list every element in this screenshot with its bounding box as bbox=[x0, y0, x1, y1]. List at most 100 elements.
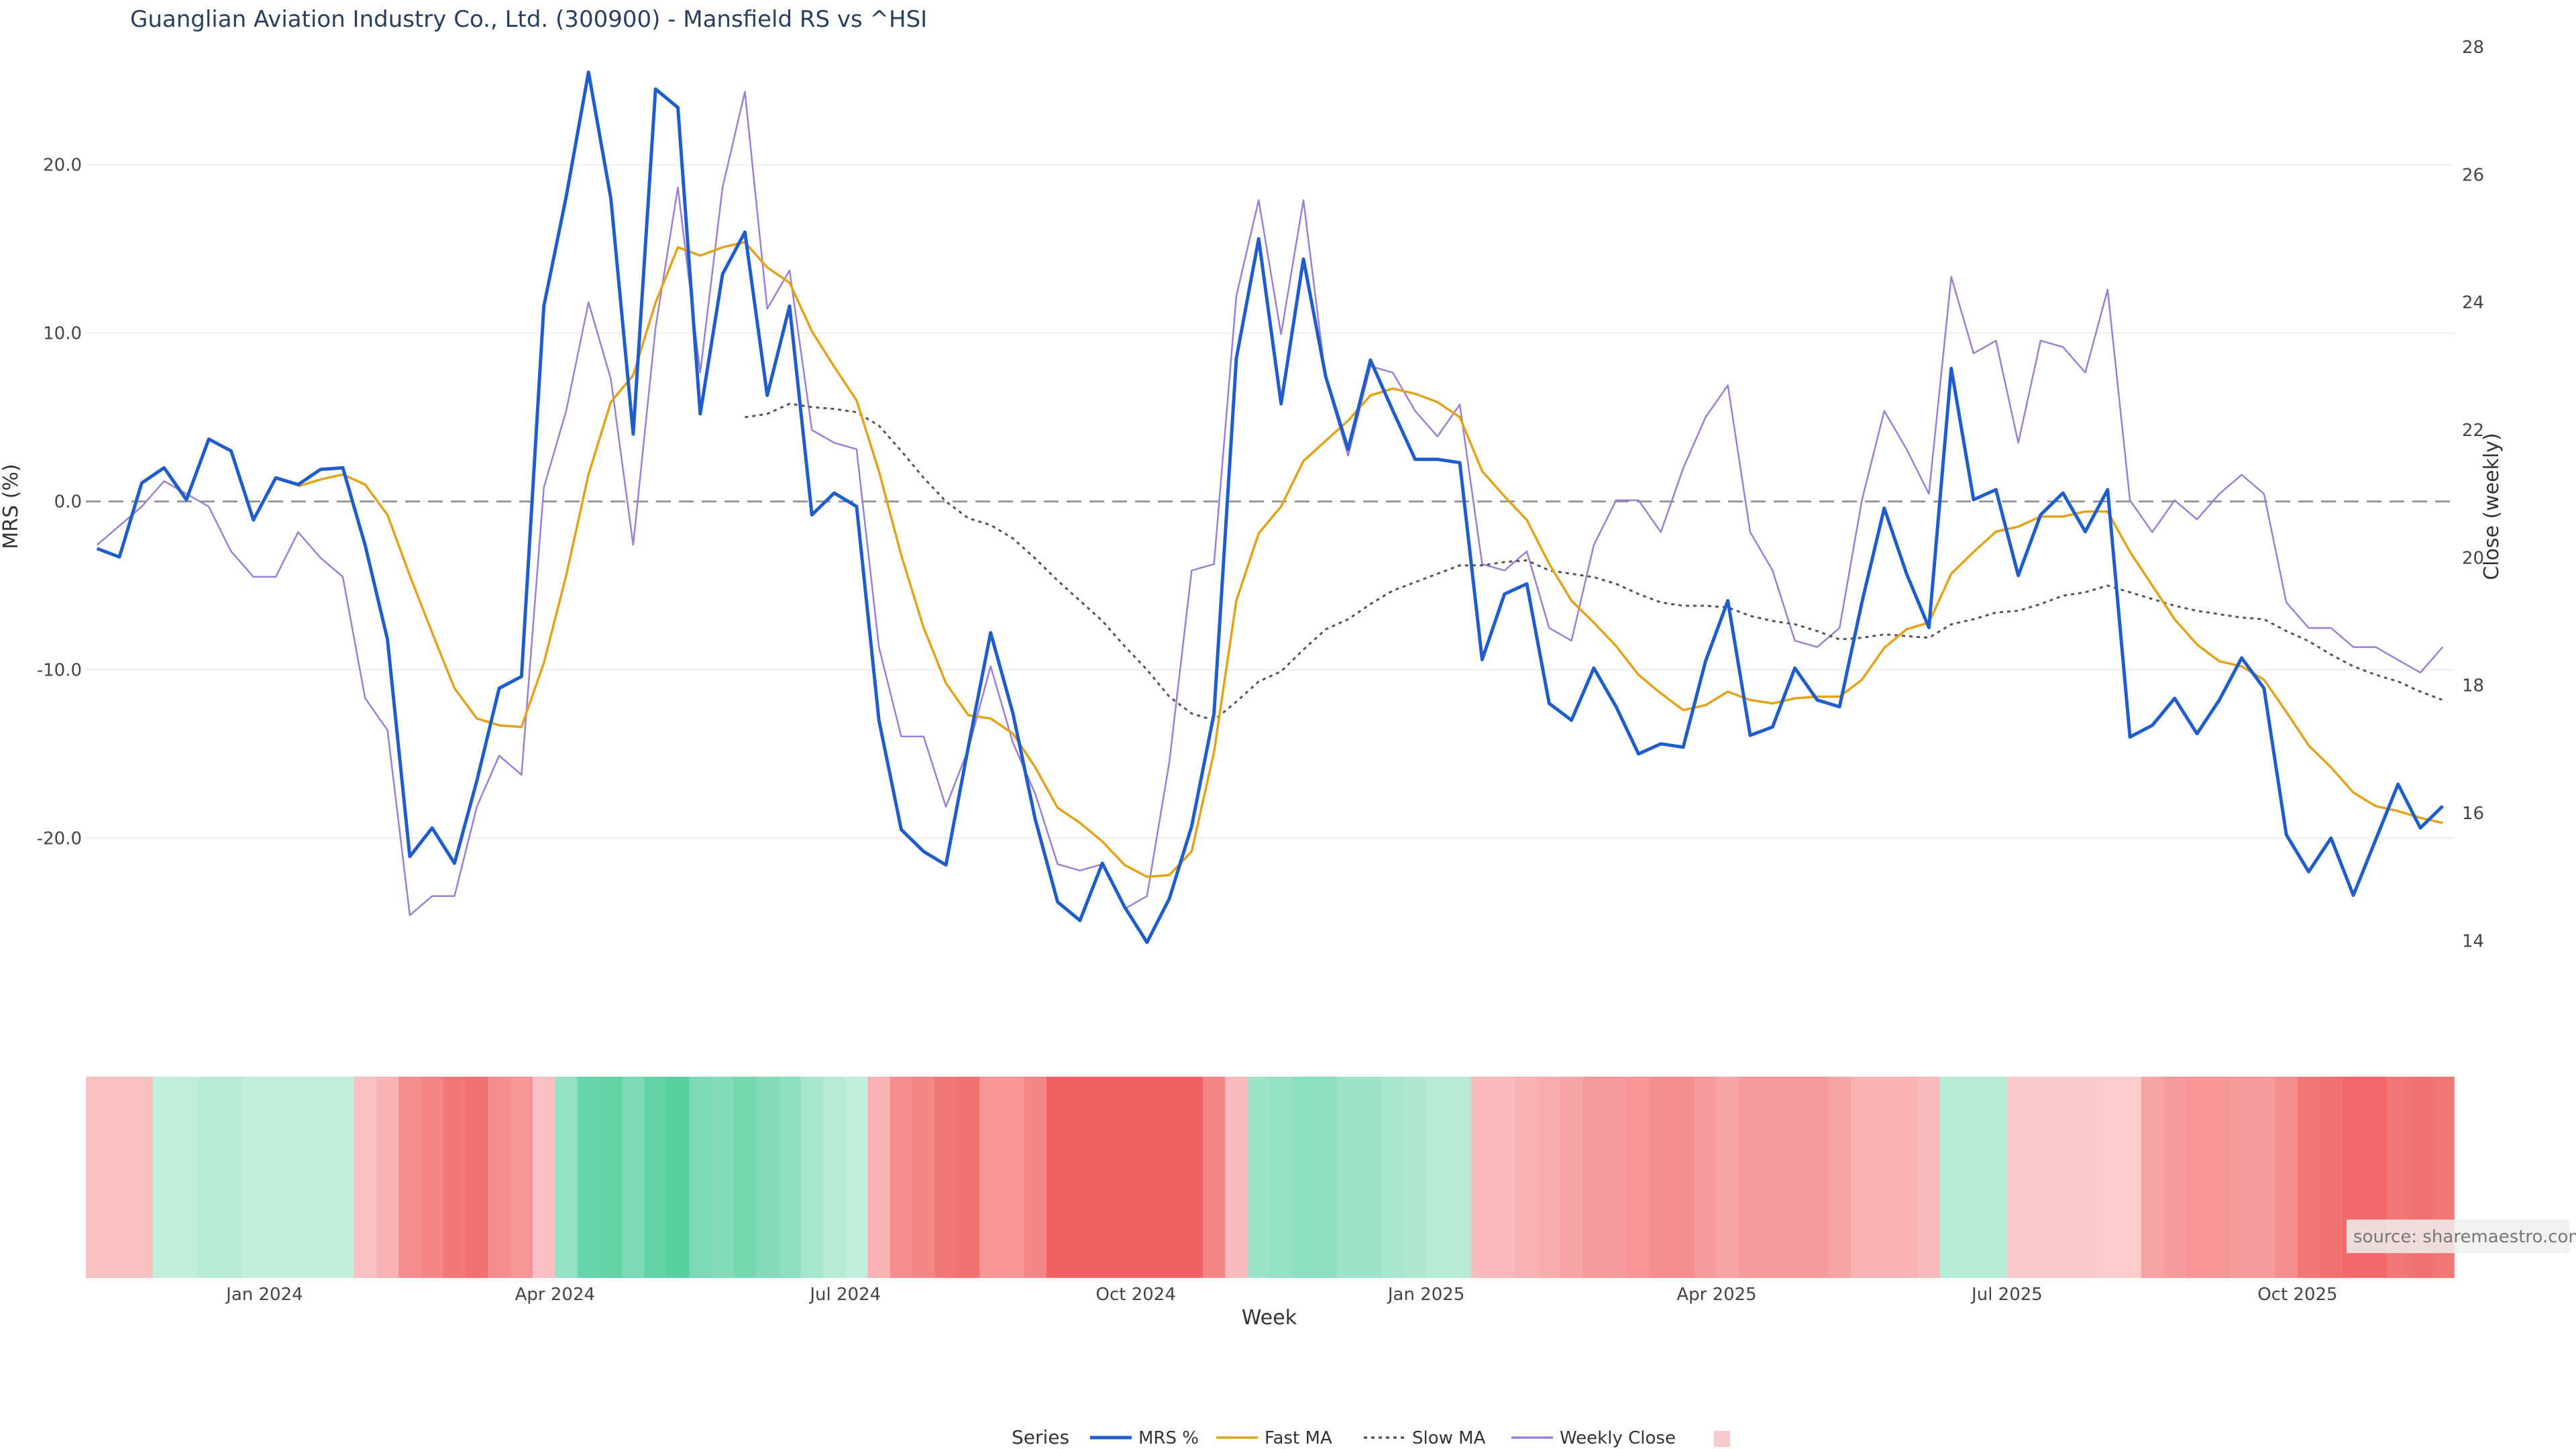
heatmap-cell bbox=[2141, 1077, 2164, 1278]
legend-item: Weekly Close bbox=[1511, 1428, 1676, 1448]
heatmap-cell bbox=[2029, 1077, 2053, 1278]
heatmap-cell bbox=[711, 1077, 735, 1278]
heatmap-cell bbox=[1024, 1077, 1047, 1278]
right-tick-label: 24 bbox=[2462, 293, 2484, 313]
heatmap-cell bbox=[1493, 1077, 1517, 1278]
left-tick-label: 20.0 bbox=[43, 156, 82, 176]
heatmap-cell bbox=[1627, 1077, 1650, 1278]
heatmap-cell bbox=[2118, 1077, 2142, 1278]
x-tick-label: Jul 2025 bbox=[1970, 1285, 2043, 1305]
heatmap-cell bbox=[577, 1077, 600, 1278]
legend-item: MRS % bbox=[1090, 1428, 1199, 1448]
heatmap-cell bbox=[822, 1077, 847, 1278]
heatmap-cell bbox=[1717, 1077, 1740, 1278]
heatmap-cell bbox=[934, 1077, 958, 1278]
heatmap-cell bbox=[756, 1077, 780, 1278]
heatmap-cell bbox=[733, 1077, 757, 1278]
right-tick-label: 16 bbox=[2462, 804, 2484, 824]
heatmap-cell bbox=[2051, 1077, 2075, 1278]
heatmap-cell bbox=[644, 1077, 667, 1278]
x-tick-label: Jan 2024 bbox=[225, 1285, 303, 1305]
heatmap-cell bbox=[979, 1077, 1003, 1278]
x-tick-label: Apr 2024 bbox=[515, 1285, 595, 1305]
heatmap-cell bbox=[1069, 1077, 1092, 1278]
heatmap-cell bbox=[1560, 1077, 1584, 1278]
heatmap-cell bbox=[2074, 1077, 2097, 1278]
gridlines bbox=[86, 164, 2454, 839]
heatmap-cell bbox=[689, 1077, 712, 1278]
mrs-line bbox=[96, 70, 2445, 945]
heatmap-cell bbox=[108, 1077, 131, 1278]
x-tick-label: Oct 2024 bbox=[1095, 1285, 1175, 1305]
heatmap-cell bbox=[1381, 1077, 1405, 1278]
legend-heatmap-swatch bbox=[1714, 1431, 1730, 1447]
heatmap-cell bbox=[443, 1077, 466, 1278]
heatmap-cell bbox=[912, 1077, 936, 1278]
heatmap-cell bbox=[666, 1077, 690, 1278]
legend-item: Fast MA bbox=[1216, 1428, 1332, 1448]
heatmap-cell bbox=[1426, 1077, 1450, 1278]
heatmap-cell bbox=[1113, 1077, 1136, 1278]
heatmap-cell bbox=[2163, 1077, 2187, 1278]
heatmap-cell bbox=[1002, 1077, 1025, 1278]
heatmap-cell bbox=[1336, 1077, 1360, 1278]
legend-label: Weekly Close bbox=[1560, 1428, 1676, 1448]
heatmap-cell bbox=[466, 1077, 489, 1278]
heatmap-cell bbox=[1940, 1077, 1964, 1278]
heatmap-cell bbox=[152, 1077, 176, 1278]
heatmap-cell bbox=[309, 1077, 333, 1278]
heatmap-cell bbox=[890, 1077, 913, 1278]
left-tick-label: 10.0 bbox=[43, 324, 82, 344]
legend-label: Fast MA bbox=[1265, 1428, 1332, 1448]
heatmap-cell bbox=[1470, 1077, 1494, 1278]
heatmap-cell bbox=[1895, 1077, 1919, 1278]
heatmap-cell bbox=[130, 1077, 154, 1278]
heatmap-cell bbox=[1515, 1077, 1539, 1278]
heatmap-cell bbox=[1605, 1077, 1628, 1278]
heatmap-cell bbox=[2297, 1077, 2320, 1278]
weekly-close-line bbox=[96, 91, 2444, 916]
legend-item: Slow MA bbox=[1364, 1428, 1486, 1448]
right-tick-label: 26 bbox=[2462, 165, 2484, 185]
heatmap-cell bbox=[1158, 1077, 1181, 1278]
right-axis: 28 26 24 22 20 18 16 14 bbox=[2462, 38, 2484, 951]
heatmap-cell bbox=[2230, 1077, 2254, 1278]
heatmap-cell bbox=[800, 1077, 824, 1278]
heatmap-cell bbox=[1917, 1077, 1941, 1278]
heatmap-cell bbox=[354, 1077, 377, 1278]
heatmap-cell bbox=[1694, 1077, 1717, 1278]
heatmap-cell bbox=[1672, 1077, 1695, 1278]
heatmap-cell bbox=[86, 1077, 109, 1278]
heatmap-cell bbox=[555, 1077, 578, 1278]
heatmap-cell bbox=[957, 1077, 980, 1278]
heatmap-cell bbox=[1962, 1077, 1986, 1278]
heatmap-cell bbox=[1203, 1077, 1226, 1278]
heatmap-cell bbox=[1761, 1077, 1784, 1278]
heatmap-cell bbox=[778, 1077, 802, 1278]
x-tick-label: Oct 2025 bbox=[2257, 1285, 2337, 1305]
chart-title: Guanglian Aviation Industry Co., Ltd. (3… bbox=[130, 6, 927, 33]
heatmap-cell bbox=[242, 1077, 266, 1278]
heatmap-cell bbox=[1650, 1077, 1673, 1278]
heatmap-cell bbox=[1783, 1077, 1807, 1278]
heatmap-cell bbox=[1180, 1077, 1203, 1278]
heatmap-cell bbox=[622, 1077, 645, 1278]
heatmap-cell bbox=[1403, 1077, 1427, 1278]
source-text: source: sharemaestro.com bbox=[2353, 1227, 2576, 1247]
heatmap-cell bbox=[510, 1077, 533, 1278]
right-tick-label: 22 bbox=[2462, 421, 2484, 441]
heatmap-cell bbox=[2186, 1077, 2209, 1278]
heatmap-cell bbox=[2253, 1077, 2276, 1278]
heatmap-cell bbox=[219, 1077, 243, 1278]
x-axis: Jan 2024 Apr 2024 Jul 2024 Oct 2024 Jan 2025… bbox=[225, 1285, 2337, 1305]
x-tick-label: Jul 2024 bbox=[808, 1285, 881, 1305]
right-tick-label: 20 bbox=[2462, 548, 2484, 568]
heatmap-cell bbox=[2096, 1077, 2120, 1278]
heatmap-cell bbox=[867, 1077, 891, 1278]
left-axis: 20.0 10.0 0.0 -10.0 -20.0 bbox=[37, 156, 82, 849]
heatmap-cell bbox=[1270, 1077, 1293, 1278]
heatmap-cell bbox=[1739, 1077, 1762, 1278]
heatmap-cell bbox=[398, 1077, 422, 1278]
heatmap-cell bbox=[175, 1077, 199, 1278]
left-tick-label: 0.0 bbox=[54, 492, 82, 512]
